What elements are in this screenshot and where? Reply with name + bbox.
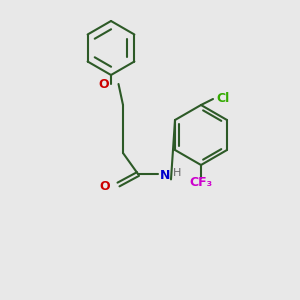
Text: N: N [160,169,170,182]
Text: Cl: Cl [216,92,229,106]
Text: H: H [173,167,181,178]
Text: O: O [98,77,109,91]
Text: O: O [100,179,110,193]
Text: CF₃: CF₃ [189,176,213,190]
